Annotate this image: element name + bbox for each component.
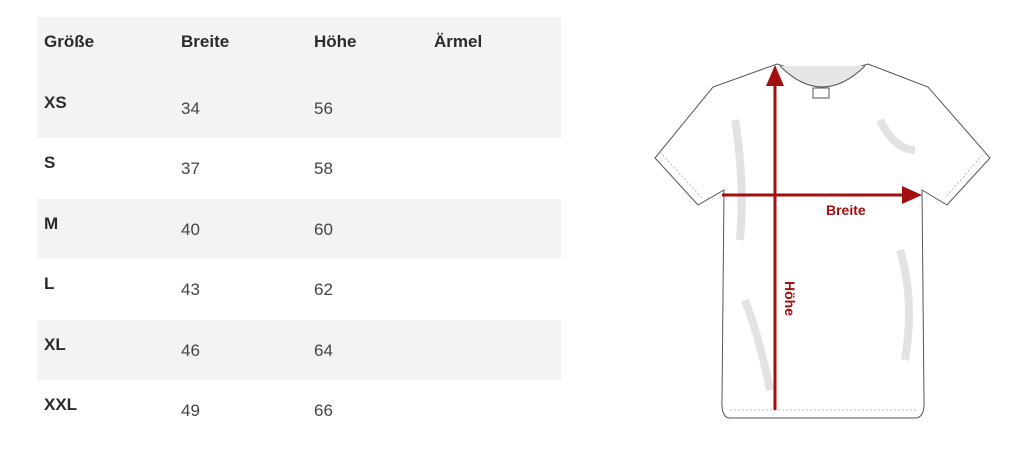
header-sleeve: Ärmel [434, 32, 483, 51]
size-cell: M [44, 213, 59, 233]
height-cell: 62 [314, 280, 333, 299]
width-cell: 43 [181, 280, 200, 299]
table-row: XS 34 56 [37, 77, 561, 139]
height-cell: 60 [314, 219, 333, 239]
table-row: XXL 49 66 [37, 380, 561, 441]
sleeve-cell [427, 259, 561, 320]
width-label: Breite [826, 202, 866, 218]
size-cell: XS [44, 92, 67, 112]
size-cell: L [44, 274, 55, 293]
height-cell: 66 [314, 401, 333, 420]
size-cell: XL [44, 334, 66, 354]
header-size: Größe [44, 32, 95, 51]
height-cell: 58 [314, 159, 333, 178]
sleeve-cell [427, 199, 561, 260]
height-label: Höhe [782, 281, 798, 316]
sleeve-cell [427, 380, 561, 441]
header-width: Breite [181, 32, 230, 51]
header-height: Höhe [314, 32, 357, 51]
size-cell: XXL [44, 395, 78, 414]
table-row: S 37 58 [37, 138, 561, 199]
width-cell: 34 [181, 98, 200, 118]
sleeve-cell [427, 320, 561, 381]
table-row: XL 46 64 [37, 319, 561, 381]
height-arrow-head [766, 65, 784, 86]
size-cell: S [44, 153, 56, 172]
height-cell: 64 [314, 340, 333, 360]
size-chart-table: Größe Breite Höhe Ärmel XS 34 56 S 37 58 M 40 60… [37, 17, 561, 441]
table-header-row: Größe Breite Höhe Ärmel [37, 17, 561, 78]
width-cell: 46 [181, 340, 200, 360]
measurement-arrows [722, 65, 922, 410]
tshirt-measurement-diagram: Breite Höhe [654, 63, 991, 419]
width-arrow-head [902, 186, 922, 204]
height-cell: 56 [314, 98, 333, 118]
width-cell: 37 [181, 159, 200, 178]
tshirt-illustration [654, 63, 991, 419]
sleeve-cell [427, 138, 561, 199]
sleeve-cell [427, 78, 561, 139]
width-cell: 49 [181, 401, 200, 420]
table-row: M 40 60 [37, 198, 561, 260]
table-row: L 43 62 [37, 259, 561, 320]
width-cell: 40 [181, 219, 200, 239]
